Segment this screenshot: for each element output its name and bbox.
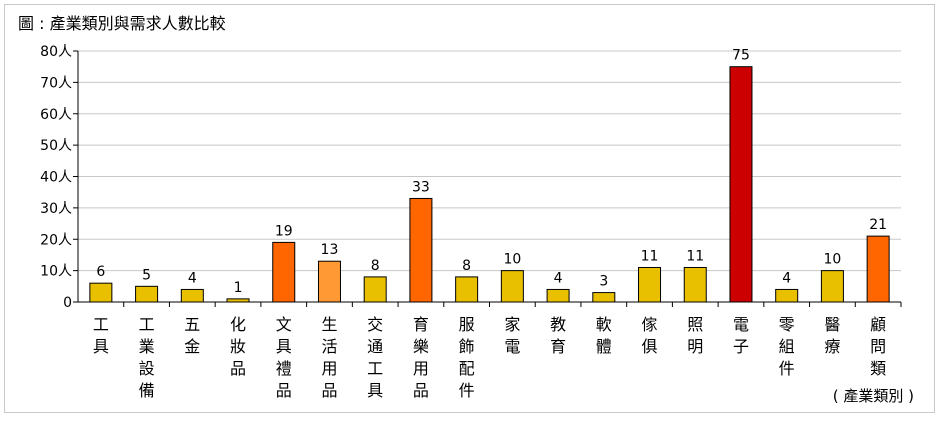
x-tick-label: 家電 <box>504 315 520 356</box>
y-tick-label: 50人 <box>40 138 72 154</box>
y-tick-label: 60人 <box>40 107 72 123</box>
x-axis-ticks: 工具 工業設備 五金 化妝品 文具禮品 生活用品 交通工具 育樂用品 服飾配件 家電教育軟體傢俱照… <box>93 302 902 400</box>
data-labels: 6 5 4 1 19 13 8 33 8 10 4 3 11 11 75 4 10 21 <box>96 48 887 296</box>
bar <box>592 292 616 303</box>
data-label: 8 <box>371 258 380 274</box>
bar <box>820 270 844 303</box>
data-label: 1 <box>234 280 243 296</box>
bar <box>180 288 204 303</box>
x-tick-label: 文具禮品 <box>276 315 292 400</box>
data-label: 5 <box>142 267 151 283</box>
bar <box>775 288 799 303</box>
bar <box>363 276 387 303</box>
data-label: 11 <box>641 248 659 264</box>
x-tick-label: 服飾配件 <box>459 315 475 400</box>
x-tick-label: 化妝品 <box>230 315 246 378</box>
bar <box>500 270 524 303</box>
chart-frame <box>4 4 935 413</box>
x-tick-label: 軟體 <box>596 315 612 356</box>
y-tick-label: 10人 <box>40 264 72 280</box>
y-tick-label: 20人 <box>40 232 72 248</box>
data-label: 13 <box>321 242 339 258</box>
bar <box>683 266 707 303</box>
data-label: 4 <box>782 270 791 286</box>
x-tick-label: 育樂用品 <box>413 315 429 400</box>
chart-title: 圖 : 產業類別與需求人數比較 <box>18 14 226 33</box>
bar <box>135 285 159 303</box>
data-label: 10 <box>503 252 521 268</box>
bar <box>272 241 296 303</box>
bar <box>455 276 479 303</box>
x-tick-label: 照明 <box>687 315 703 356</box>
data-label: 4 <box>554 270 563 286</box>
y-tick-label: 40人 <box>40 170 72 186</box>
data-label: 8 <box>462 258 471 274</box>
x-tick-label: 傢俱 <box>642 315 658 356</box>
data-label: 33 <box>412 179 430 195</box>
x-tick-label: 生活用品 <box>321 315 337 400</box>
y-tick-label: 80人 <box>40 44 72 60</box>
bar <box>317 260 341 303</box>
bar <box>866 235 890 303</box>
data-label: 3 <box>599 274 608 290</box>
bar <box>89 282 113 303</box>
x-tick-label: 交通工具 <box>367 315 383 400</box>
x-tick-label: 五金 <box>184 315 200 356</box>
x-tick-label: 工具 <box>93 315 109 356</box>
x-tick-label: 教育 <box>550 315 566 356</box>
y-tick-label: 30人 <box>40 201 72 217</box>
bar <box>638 266 662 303</box>
x-tick-label: 醫療 <box>824 315 840 356</box>
y-axis-ticks: 0 10人 20人 30人 40人 50人 60人 70人 80人 <box>40 44 78 311</box>
data-label: 75 <box>732 48 750 64</box>
data-label: 11 <box>686 248 704 264</box>
bar <box>729 66 753 303</box>
bars <box>89 66 890 303</box>
y-tick-label: 0 <box>63 295 72 311</box>
data-label: 6 <box>96 264 105 280</box>
data-label: 10 <box>824 252 842 268</box>
x-tick-label: 零組件 <box>779 315 795 378</box>
data-label: 4 <box>188 270 197 286</box>
bar <box>409 197 433 303</box>
data-label: 21 <box>869 217 887 233</box>
bar <box>546 288 570 303</box>
gridlines <box>78 50 901 272</box>
x-axis-label: ( 產業類別 ) <box>833 387 914 405</box>
data-label: 19 <box>275 223 293 239</box>
x-tick-label: 顧問類 <box>870 315 886 378</box>
x-tick-label: 電子 <box>733 315 749 356</box>
y-tick-label: 70人 <box>40 75 72 91</box>
x-tick-label: 工業設備 <box>139 315 155 400</box>
